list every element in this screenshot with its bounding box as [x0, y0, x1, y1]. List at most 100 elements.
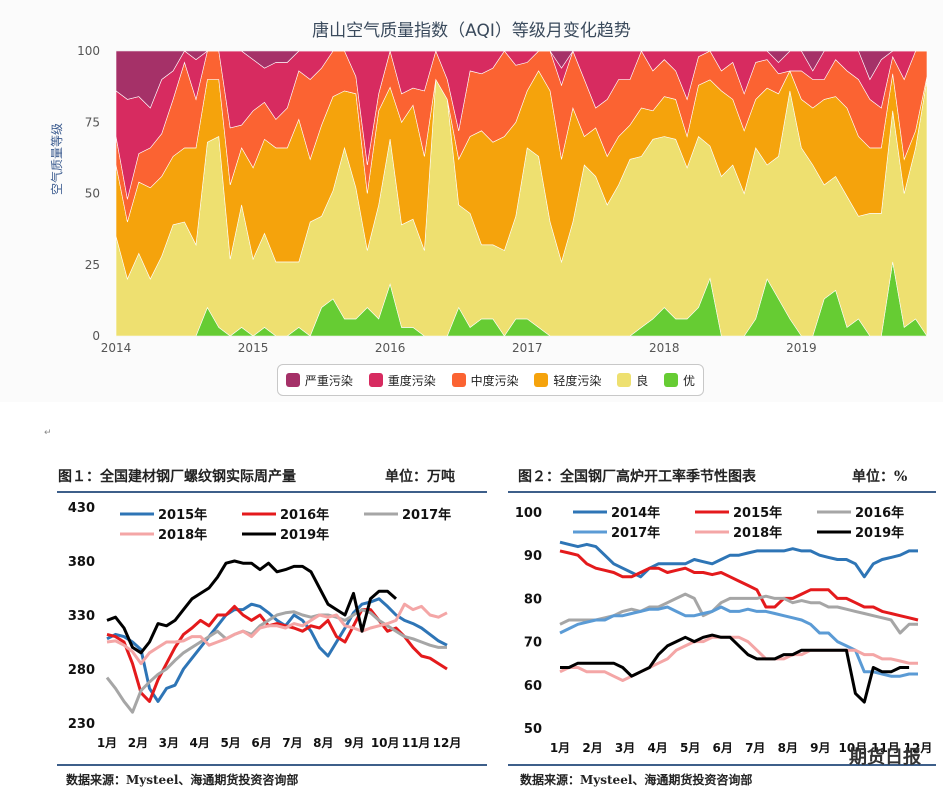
aqi-legend-swatch — [451, 373, 466, 387]
fig2-line-chart: 50 60 70 80 90 100 1月 2月 3月 4月 5月 6月 7月 8月 9月 10月 11月 12月… — [515, 505, 933, 755]
y-tick-label: 80 — [524, 592, 542, 607]
series-line-2016年 — [559, 592, 918, 635]
paragraph-mark: ↵ — [44, 428, 52, 438]
fig2-source: 数据来源：Mysteel、海通期货投资咨询部 — [520, 773, 753, 787]
legend-label: 2018年 — [733, 525, 782, 541]
aqi-y-tick-label: 0 — [92, 329, 100, 343]
series-line-2019年 — [560, 633, 910, 704]
legend-label: 2015年 — [158, 507, 207, 523]
x-tick-label: 4月 — [190, 736, 210, 750]
aqi-y-tick-label: 50 — [85, 187, 100, 201]
x-tick-label: 11月 — [871, 741, 900, 755]
series-line-2017年 — [105, 608, 447, 714]
y-tick-label: 90 — [524, 549, 542, 564]
aqi-x-tick-label: 2018 — [649, 341, 680, 355]
x-tick-label: 6月 — [713, 741, 733, 755]
aqi-stacked-area-chart: 0 25 50 75 100 2014 2015 2016 2017 2018 2019 — [77, 44, 928, 355]
series-line-2014年 — [559, 540, 918, 579]
x-tick-label: 3月 — [159, 736, 179, 750]
fig2-top-rule — [508, 491, 936, 493]
fig2-unit: 单位：% — [852, 469, 908, 485]
aqi-y-tick-label: 75 — [85, 115, 100, 129]
x-tick-label: 10月 — [371, 736, 400, 750]
fig1-unit: 单位：万吨 — [385, 469, 455, 485]
aqi-x-tick-label: 2019 — [786, 341, 817, 355]
x-tick-label: 6月 — [251, 736, 271, 750]
series-line-2016年 — [106, 604, 448, 703]
series-line-2015年 — [559, 549, 919, 622]
x-tick-label: 3月 — [615, 741, 635, 755]
x-tick-label: 8月 — [778, 741, 798, 755]
legend-label: 2017年 — [611, 525, 660, 541]
fig1-top-rule — [57, 491, 487, 493]
legend-label: 2016年 — [280, 507, 329, 523]
x-tick-label: 7月 — [745, 741, 765, 755]
y-tick-label: 230 — [68, 717, 95, 732]
y-tick-label: 380 — [68, 555, 95, 570]
y-tick-label: 280 — [68, 663, 95, 678]
x-tick-label: 1月 — [97, 736, 117, 750]
y-tick-label: 100 — [515, 506, 542, 521]
legend-label: 2015年 — [733, 505, 782, 521]
legend-label: 2016年 — [855, 505, 904, 521]
x-tick-label: 8月 — [313, 736, 333, 750]
aqi-legend-label: 良 — [636, 373, 649, 388]
x-tick-label: 7月 — [282, 736, 302, 750]
aqi-legend-swatch — [664, 373, 679, 387]
series-line-2018年 — [106, 602, 448, 666]
x-tick-label: 1月 — [550, 741, 570, 755]
x-tick-label: 12月 — [904, 741, 933, 755]
x-tick-label: 2月 — [582, 741, 602, 755]
aqi-legend-label: 严重污染 — [304, 373, 353, 388]
aqi-legend-label: 中度污染 — [470, 373, 519, 388]
y-tick-label: 50 — [524, 722, 542, 737]
y-tick-label: 60 — [524, 679, 542, 694]
aqi-chart-title: 唐山空气质量指数（AQI）等级月变化趋势 — [312, 21, 631, 41]
aqi-area-严重污染 — [115, 50, 927, 109]
aqi-legend-item: 中度污染 — [451, 372, 519, 389]
aqi-legend-swatch — [285, 373, 300, 387]
aqi-legend-label: 优 — [683, 373, 696, 388]
x-tick-label: 5月 — [680, 741, 700, 755]
fig1-bottom-rule — [57, 764, 487, 766]
fig1-line-chart: 230 280 330 380 430 1月 2月 3月 4月 5月 6月 7月 8月 9月 10月 11月 1… — [68, 501, 462, 750]
fig1-source: 数据来源：Mysteel、海通期货投资咨询部 — [66, 773, 299, 787]
x-tick-label: 10月 — [839, 741, 868, 755]
aqi-legend-swatch — [617, 373, 632, 387]
x-tick-label: 4月 — [647, 741, 667, 755]
aqi-legend-item: 严重污染 — [285, 372, 353, 389]
series-line-2015年 — [106, 597, 448, 703]
x-tick-label: 5月 — [220, 736, 240, 750]
aqi-legend-item: 优 — [664, 372, 695, 389]
aqi-legend-item: 轻度污染 — [534, 372, 601, 389]
aqi-x-tick-label: 2014 — [101, 341, 132, 355]
y-tick-label: 70 — [524, 636, 542, 651]
series-line-2018年 — [559, 635, 918, 682]
fig2-bottom-rule — [508, 764, 936, 766]
legend-label: 2018年 — [158, 527, 207, 543]
fig1-title: 图１：全国建材钢厂螺纹钢实际周产量 — [58, 469, 296, 485]
x-tick-label: 9月 — [344, 736, 364, 750]
series-line-2019年 — [106, 559, 397, 655]
x-tick-label: 2月 — [128, 736, 148, 750]
x-tick-label: 12月 — [433, 736, 462, 750]
aqi-legend-label: 轻度污染 — [553, 373, 602, 388]
legend-label: 2019年 — [280, 527, 329, 543]
aqi-x-tick-label: 2016 — [375, 341, 406, 355]
aqi-legend-swatch — [534, 373, 549, 387]
legend-label: 2014年 — [611, 505, 660, 521]
watermark-text: 期货日报 — [849, 747, 921, 768]
aqi-legend-swatch — [368, 373, 383, 387]
y-tick-label: 330 — [68, 609, 95, 624]
series-line-2017年 — [559, 605, 918, 678]
aqi-y-tick-label: 25 — [85, 258, 100, 272]
legend-label: 2017年 — [402, 507, 451, 523]
aqi-x-tick-label: 2017 — [512, 341, 543, 355]
aqi-legend-item: 重度污染 — [368, 372, 436, 389]
legend-label: 2019年 — [855, 525, 904, 541]
aqi-x-tick-label: 2015 — [238, 341, 269, 355]
aqi-legend-label: 重度污染 — [387, 373, 436, 388]
aqi-legend: 严重污染 重度污染 中度污染 轻度污染 良 优 — [277, 364, 704, 396]
x-tick-label: 9月 — [810, 741, 830, 755]
y-tick-label: 430 — [68, 501, 95, 516]
